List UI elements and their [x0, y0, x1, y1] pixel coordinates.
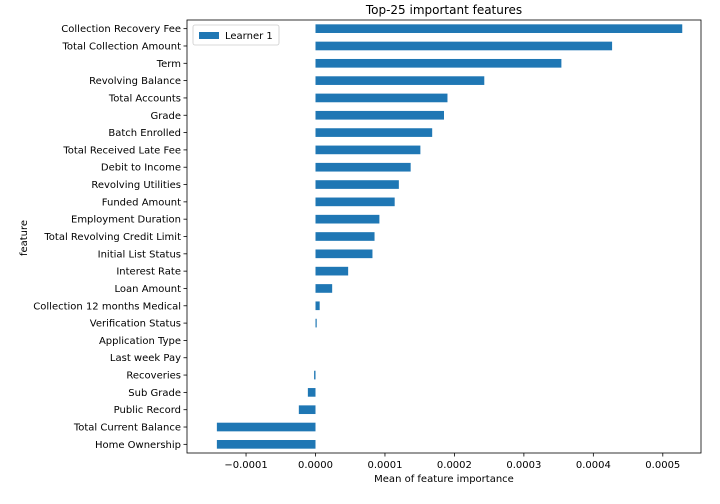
x-tick-label: 0.0003 [506, 460, 541, 471]
bar [315, 93, 448, 103]
y-tick-label: Sub Grade [128, 388, 181, 399]
x-tick-label: 0.0005 [645, 460, 680, 471]
y-tick-label: Home Ownership [95, 440, 181, 451]
bar [314, 370, 316, 380]
bar [315, 197, 395, 207]
legend-label: Learner 1 [225, 31, 273, 42]
legend-swatch [199, 32, 219, 39]
bar [298, 405, 316, 415]
legend-box [192, 24, 280, 46]
x-tick-label: 0.0001 [367, 460, 402, 471]
bar [315, 162, 411, 172]
bar [315, 24, 683, 33]
y-tick-label: Total Accounts [108, 93, 181, 104]
bar [307, 388, 316, 397]
y-tick-label: Collection Recovery Fee [61, 24, 181, 35]
y-tick-label: Total Current Balance [73, 423, 181, 434]
y-tick-label: Total Revolving Credit Limit [43, 232, 181, 243]
bar [216, 422, 316, 432]
y-axis-label: feature [19, 220, 30, 256]
y-tick-label: Term [156, 59, 181, 70]
y-tick-label: Collection 12 months Medical [33, 301, 181, 312]
x-axis-label: Mean of feature importance [374, 474, 514, 485]
bar [315, 180, 399, 189]
y-tick-label: Recoveries [126, 371, 181, 382]
y-tick-label: Grade [151, 111, 182, 122]
y-tick-label: Application Type [99, 336, 181, 347]
plot-area: Collection Recovery Fee Total Collection … [33, 19, 702, 471]
y-tick-label: Public Record [114, 405, 181, 416]
bar [315, 284, 333, 293]
x-tick-label: 0.0004 [576, 460, 611, 471]
bar [315, 232, 375, 241]
y-tick-label: Last week Pay [110, 353, 181, 364]
bar [315, 214, 380, 224]
x-tick-label: −0.0001 [224, 460, 267, 471]
y-tick-label: Loan Amount [115, 284, 182, 295]
bar [315, 301, 320, 311]
bar [216, 440, 316, 449]
bar [315, 110, 444, 120]
x-tick-label: 0.0002 [437, 460, 472, 471]
chart-title: Top-25 important features [365, 3, 522, 17]
y-tick-label: Employment Duration [71, 215, 181, 226]
y-tick-label: Verification Status [90, 319, 181, 330]
bar [315, 145, 421, 155]
bar [315, 128, 433, 137]
bar [315, 76, 485, 85]
y-tick-label: Initial List Status [98, 249, 181, 260]
bar [315, 318, 317, 328]
y-tick-label: Debit to Income [101, 163, 181, 174]
y-tick-label: Revolving Balance [89, 76, 181, 87]
y-tick-label: Interest Rate [116, 267, 181, 278]
bar [315, 41, 613, 51]
y-tick-label: Revolving Utilities [91, 180, 181, 191]
y-tick-label: Total Collection Amount [62, 41, 182, 52]
x-tick-label: 0.0000 [298, 460, 333, 471]
y-tick-label: Batch Enrolled [108, 128, 181, 139]
bar [315, 58, 562, 68]
bar [315, 249, 373, 259]
y-tick-label: Total Received Late Fee [62, 145, 181, 156]
bar [315, 266, 349, 276]
y-tick-label: Funded Amount [102, 197, 181, 208]
